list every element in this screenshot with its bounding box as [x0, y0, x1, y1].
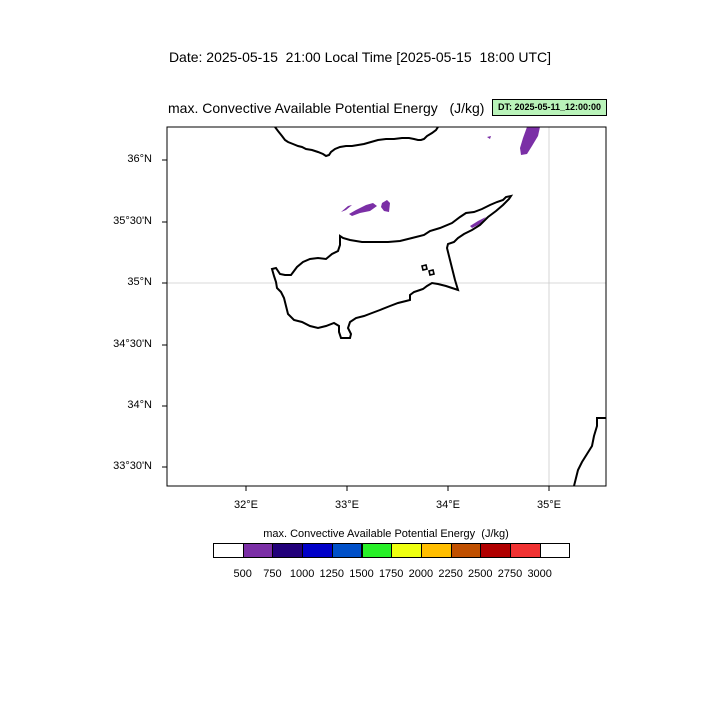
- colorbar-label: 2250: [438, 568, 463, 580]
- dt-badge: DT: 2025-05-11_12:00:00: [492, 99, 607, 116]
- colorbar-swatch: [420, 543, 452, 558]
- lat-label-34-30n: 34°30'N: [113, 338, 152, 350]
- date-title: Date: 2025-05-15 21:00 Local Time [2025-…: [168, 49, 552, 65]
- turkey-coastline: [274, 127, 439, 158]
- colorbar-swatch: [480, 543, 511, 558]
- cape-area-north-sea-3: [381, 200, 390, 212]
- colorbar-swatch: [391, 543, 422, 558]
- cape-area-northeast: [520, 127, 540, 155]
- colorbar-swatch: [272, 543, 304, 558]
- colorbar-label: 1000: [289, 568, 315, 580]
- plot-frame: [166, 126, 607, 487]
- lat-label-34n: 34°N: [127, 399, 152, 411]
- colorbar-swatch: [539, 543, 571, 558]
- lat-label-35n: 35°N: [127, 276, 152, 288]
- lat-ticks: [162, 159, 167, 468]
- levant-coastline: [573, 417, 606, 486]
- colorbar-label: 1500: [349, 568, 374, 580]
- cape-area-karpas: [470, 217, 486, 228]
- cape-area-north-sea-1: [341, 205, 352, 212]
- colorbar-label: 750: [263, 568, 282, 580]
- colorbar-swatch: [302, 543, 333, 558]
- lon-label-33e: 33°E: [335, 499, 359, 511]
- colorbar-swatch: [361, 543, 393, 558]
- map-title: max. Convective Available Potential Ener…: [168, 100, 485, 116]
- lat-label-33-30n: 33°30'N: [113, 460, 152, 472]
- colorbar-title: max. Convective Available Potential Ener…: [263, 528, 509, 540]
- lat-label-36n: 36°N: [127, 153, 152, 165]
- colorbar-swatch: [213, 543, 244, 558]
- cape-area-dot: [487, 136, 491, 139]
- cyprus-coastline: [270, 194, 514, 339]
- lat-label-35-30n: 35°30'N: [113, 215, 152, 227]
- lon-label-35e: 35°E: [537, 499, 561, 511]
- islet-1: [421, 264, 428, 271]
- islet-2: [428, 269, 435, 276]
- colorbar-swatch: [331, 543, 363, 558]
- colorbar-swatch: [450, 543, 482, 558]
- lon-label-34e: 34°E: [436, 499, 460, 511]
- lon-ticks: [245, 486, 550, 491]
- colorbar-label: 3000: [527, 568, 552, 580]
- colorbar-swatch: [242, 543, 274, 558]
- colorbar-label: 2750: [497, 568, 523, 580]
- cape-area-north-sea-2: [349, 203, 377, 216]
- colorbar-label: 500: [233, 568, 252, 580]
- colorbar-label: 2500: [468, 568, 493, 580]
- colorbar-swatch: [510, 543, 541, 558]
- colorbar-label: 1750: [378, 568, 404, 580]
- lon-label-32e: 32°E: [234, 499, 258, 511]
- colorbar-label: 2000: [408, 568, 434, 580]
- colorbar-label: 1250: [319, 568, 345, 580]
